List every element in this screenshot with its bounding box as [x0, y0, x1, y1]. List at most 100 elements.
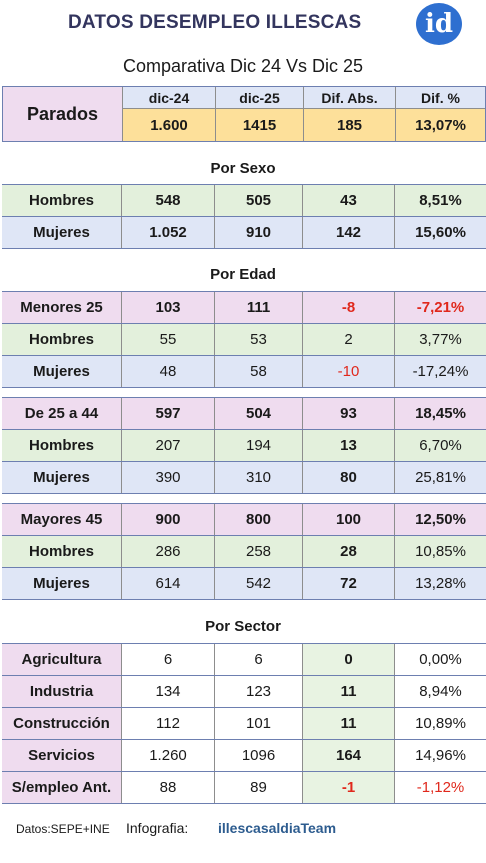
report-subtitle: Comparativa Dic 24 Vs Dic 25: [122, 56, 364, 76]
table-row: Servicios 1.260 1096 164 14,96%: [2, 740, 486, 772]
table-row: Hombres 207 194 13 6,70%: [2, 430, 486, 462]
row-label: Hombres: [2, 536, 122, 567]
value-dif-abs: 43: [303, 185, 395, 216]
table-row: Hombres 548 505 43 8,51%: [2, 185, 486, 217]
row-label: Menores 25: [2, 292, 122, 323]
value-dif-abs: 164: [303, 740, 395, 771]
value-dif-abs: 93: [303, 398, 395, 429]
value-dif-pct: 10,89%: [415, 715, 466, 732]
value-dif-pct: -17,24%: [412, 363, 469, 380]
summary-value-cell: 185: [304, 109, 395, 141]
id-logo-icon: id: [416, 3, 462, 45]
value-dic25: 542: [215, 568, 303, 599]
value-dif-pct: 8,94%: [419, 683, 462, 700]
value-dic25: 101: [215, 708, 303, 739]
value-dif-abs: 72: [303, 568, 395, 599]
row-label: Agricultura: [2, 644, 122, 675]
value-dif-pct: 8,51%: [419, 192, 462, 209]
value-dic25: 123: [215, 676, 303, 707]
group-header-row: Mayores 45 900 800 100 12,50%: [2, 504, 486, 536]
table-row: S/empleo Ant. 88 89 -1 -1,12%: [2, 772, 486, 804]
sector-table: Agricultura 6 6 0 0,00% Industria 134 12…: [2, 643, 486, 804]
value-dif-abs: 11: [303, 708, 395, 739]
summary-value-cell: 1.600: [123, 109, 215, 141]
value-dic24: 1.052: [122, 217, 215, 248]
value-dic25: 800: [215, 504, 303, 535]
table-row: Construcción 112 101 11 10,89%: [2, 708, 486, 740]
value-dif-pct: 15,60%: [415, 224, 466, 241]
table-row: Hombres 286 258 28 10,85%: [2, 536, 486, 568]
value-dic25: 1096: [215, 740, 303, 771]
summary-col-dic25: dic-25 1415: [216, 87, 304, 141]
value-dic24: 900: [122, 504, 215, 535]
value-dif-pct: 10,85%: [415, 543, 466, 560]
table-row: Hombres 55 53 2 3,77%: [2, 324, 486, 356]
value-dic25: 258: [215, 536, 303, 567]
sexo-table: Hombres 548 505 43 8,51% Mujeres 1.052 9…: [2, 184, 486, 249]
row-label: Hombres: [2, 430, 122, 461]
value-dif-abs: 100: [303, 504, 395, 535]
value-dif-abs: 2: [303, 324, 395, 355]
value-dif-pct: 25,81%: [415, 469, 466, 486]
value-dif-abs: -10: [303, 356, 395, 387]
summary-header-cell: dic-25: [216, 87, 303, 109]
value-dic25: 6: [215, 644, 303, 675]
table-row: Mujeres 1.052 910 142 15,60%: [2, 217, 486, 249]
value-dif-abs: 142: [303, 217, 395, 248]
row-label: Mujeres: [2, 217, 122, 248]
row-label: De 25 a 44: [2, 398, 122, 429]
value-dic24: 597: [122, 398, 215, 429]
value-dif-abs: -8: [303, 292, 395, 323]
table-row: Mujeres 48 58 -10 -17,24%: [2, 356, 486, 388]
table-row: Industria 134 123 11 8,94%: [2, 676, 486, 708]
infografia-label: Infografia:: [126, 820, 189, 836]
team-credit: illescasaldiaTeam: [218, 820, 337, 836]
value-dic24: 48: [122, 356, 215, 387]
edad-group-25-44: De 25 a 44 597 504 93 18,45% Hombres 207…: [2, 397, 486, 494]
row-label: Hombres: [2, 185, 122, 216]
value-dic25: 194: [215, 430, 303, 461]
value-dic24: 548: [122, 185, 215, 216]
value-dic25: 53: [215, 324, 303, 355]
value-dif-pct: 13,28%: [415, 575, 466, 592]
value-dif-pct: 0,00%: [419, 651, 462, 668]
value-dif-pct: 3,77%: [419, 331, 462, 348]
value-dic24: 207: [122, 430, 215, 461]
value-dic24: 55: [122, 324, 215, 355]
value-dif-pct: 14,96%: [415, 747, 466, 764]
section-title-sexo: Por Sexo: [210, 160, 276, 177]
section-title-edad: Por Edad: [210, 266, 276, 283]
value-dic24: 134: [122, 676, 215, 707]
value-dic24: 614: [122, 568, 215, 599]
value-dic24: 1.260: [122, 740, 215, 771]
summary-col-dif-pct: Dif. % 13,07%: [396, 87, 485, 141]
summary-value-cell: 13,07%: [396, 109, 485, 141]
edad-group-menores-25: Menores 25 103 111 -8 -7,21% Hombres 55 …: [2, 291, 486, 388]
value-dic24: 103: [122, 292, 215, 323]
value-dic25: 111: [215, 292, 303, 323]
table-row: Mujeres 390 310 80 25,81%: [2, 462, 486, 494]
value-dic24: 88: [122, 772, 215, 803]
row-label: Hombres: [2, 324, 122, 355]
row-label: Mujeres: [2, 462, 122, 493]
summary-header-cell: Dif. Abs.: [304, 87, 395, 109]
group-header-row: De 25 a 44 597 504 93 18,45%: [2, 398, 486, 430]
value-dif-abs: 13: [303, 430, 395, 461]
summary-header-cell: dic-24: [123, 87, 215, 109]
value-dic25: 505: [215, 185, 303, 216]
row-label: Mujeres: [2, 568, 122, 599]
value-dic25: 58: [215, 356, 303, 387]
value-dic25: 504: [215, 398, 303, 429]
value-dic24: 286: [122, 536, 215, 567]
value-dic25: 310: [215, 462, 303, 493]
row-label: Servicios: [2, 740, 122, 771]
table-row: Mujeres 614 542 72 13,28%: [2, 568, 486, 600]
row-label: S/empleo Ant.: [2, 772, 122, 803]
summary-label: Parados: [3, 87, 123, 141]
value-dif-abs: 28: [303, 536, 395, 567]
value-dif-pct: 12,50%: [415, 511, 466, 528]
table-row: Agricultura 6 6 0 0,00%: [2, 644, 486, 676]
value-dic24: 112: [122, 708, 215, 739]
value-dif-abs: -1: [303, 772, 395, 803]
value-dif-pct: 18,45%: [415, 405, 466, 422]
